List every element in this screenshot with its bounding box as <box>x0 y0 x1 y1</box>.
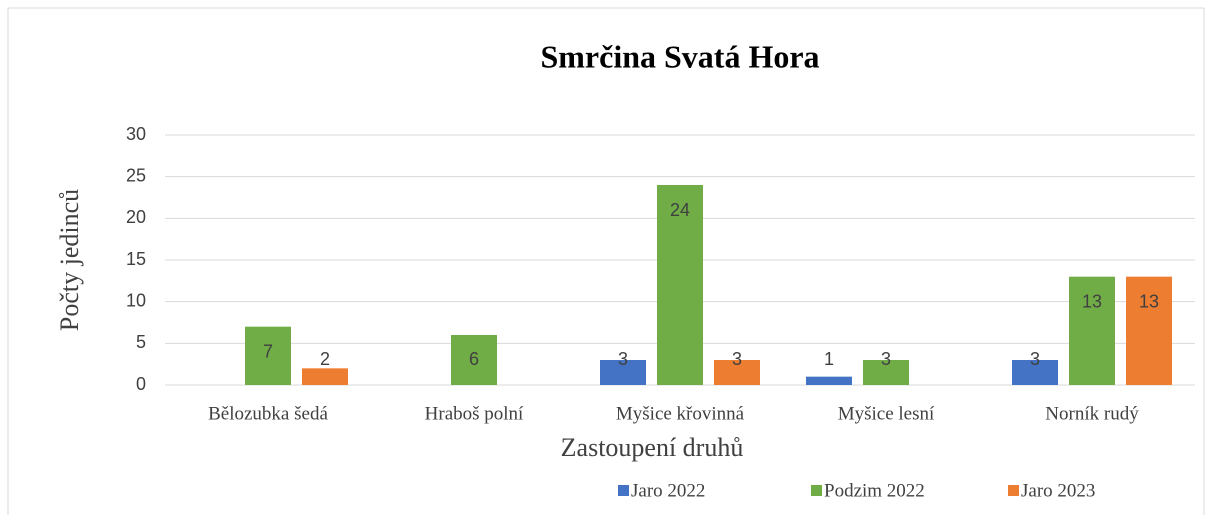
bar <box>302 368 348 385</box>
data-label: 3 <box>881 349 891 369</box>
x-tick-label: Hraboš polní <box>425 403 524 424</box>
data-label: 3 <box>732 349 742 369</box>
legend-label: Jaro 2023 <box>1021 480 1095 501</box>
y-tick-label: 25 <box>126 165 146 185</box>
data-label: 7 <box>263 341 273 361</box>
data-label: 1 <box>824 349 834 369</box>
x-axis-title: Zastoupení druhů <box>561 433 744 462</box>
legend-swatch <box>618 485 629 496</box>
bar <box>600 360 646 385</box>
data-label: 24 <box>670 200 690 220</box>
chart-frame <box>7 7 1205 515</box>
bar <box>863 360 909 385</box>
legend-swatch <box>811 485 822 496</box>
data-label: 2 <box>320 349 330 369</box>
x-tick-label: Norník rudý <box>1045 403 1139 424</box>
y-tick-label: 10 <box>126 290 146 310</box>
y-tick-label: 20 <box>126 207 146 227</box>
y-tick-label: 5 <box>136 332 146 352</box>
data-label: 13 <box>1139 291 1159 311</box>
y-axis-title: Počty jedinců <box>55 189 84 331</box>
data-label: 13 <box>1082 291 1102 311</box>
data-label: 3 <box>618 349 628 369</box>
legend-swatch <box>1008 485 1019 496</box>
x-tick-label: Bělozubka šedá <box>208 403 328 424</box>
x-tick-label: Myšice křovinná <box>616 403 745 424</box>
bar <box>245 326 291 385</box>
bar <box>1069 276 1115 385</box>
bar <box>657 185 703 385</box>
data-label: 3 <box>1030 349 1040 369</box>
legend-label: Podzim 2022 <box>824 480 925 501</box>
y-tick-label: 0 <box>136 374 146 394</box>
bar <box>451 335 497 385</box>
data-label: 6 <box>469 349 479 369</box>
bar <box>714 360 760 385</box>
bar <box>1012 360 1058 385</box>
bar <box>1126 276 1172 385</box>
bar <box>806 376 852 385</box>
x-tick-label: Myšice lesní <box>838 403 935 424</box>
y-tick-label: 15 <box>126 249 146 269</box>
y-tick-label: 30 <box>126 124 146 144</box>
chart-title: Smrčina Svatá Hora <box>540 38 819 74</box>
legend-label: Jaro 2022 <box>631 480 705 501</box>
